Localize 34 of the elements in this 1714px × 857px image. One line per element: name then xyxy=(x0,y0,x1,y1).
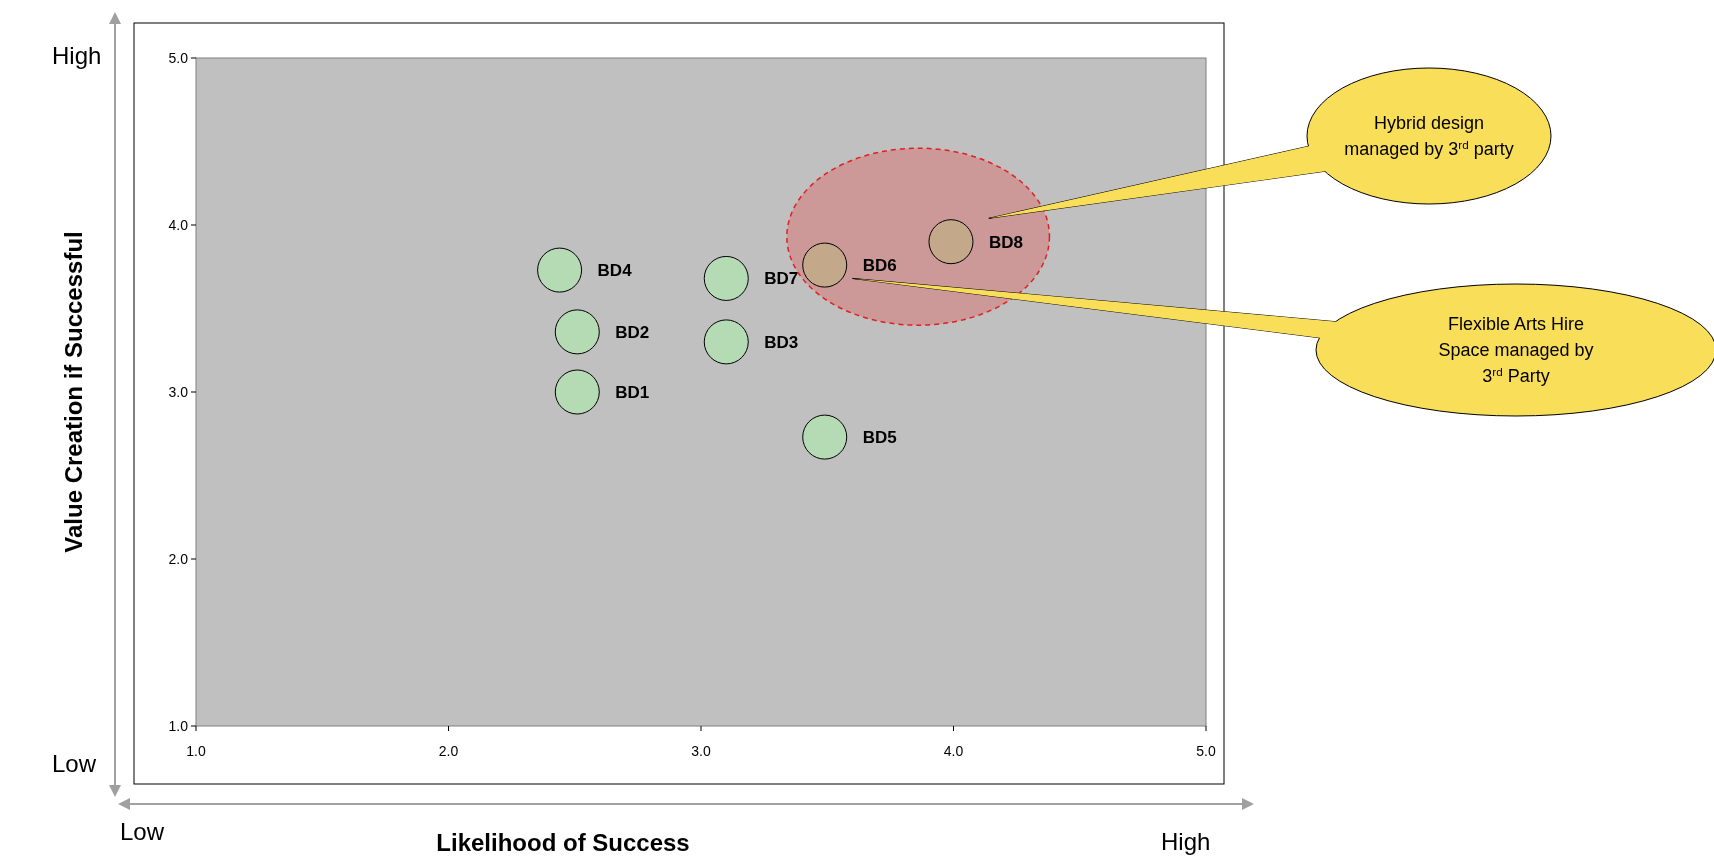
text: Low xyxy=(52,750,97,777)
x-tick-label: 5.0 xyxy=(1196,743,1216,759)
text: Low xyxy=(120,818,165,845)
point xyxy=(928,219,974,265)
y-tick-label: 2.0 xyxy=(168,551,189,567)
x-tick-label: 2.0 xyxy=(438,743,459,759)
series-label: BD5 xyxy=(862,428,897,448)
series-label: BD3 xyxy=(764,332,799,352)
x-tick-label: 1.0 xyxy=(186,743,206,759)
point xyxy=(703,319,749,365)
x-tick-label: 3.0 xyxy=(691,743,711,759)
series-label: BD7 xyxy=(764,269,799,289)
x-axis-title: Likelihood of Success xyxy=(436,829,690,856)
y-tick-label: 5.0 xyxy=(168,50,189,66)
y-tick-label: 1.0 xyxy=(168,718,189,734)
y-tick-label: 4.0 xyxy=(168,217,189,233)
point xyxy=(554,369,600,415)
point xyxy=(554,309,600,355)
series-label: BD6 xyxy=(862,256,897,276)
series-label: BD1 xyxy=(615,383,650,402)
text: Hybrid design managed by 3$^{rd}$ party xyxy=(1344,113,1514,159)
point xyxy=(537,247,583,293)
text: Flexible Arts Hire Space managed by 3$^{rd}$ Party xyxy=(1438,314,1594,386)
y-tick-label: 3.0 xyxy=(168,384,189,400)
text: High xyxy=(1161,828,1211,855)
x-tick-label: 4.0 xyxy=(943,743,964,759)
text: High xyxy=(52,42,102,69)
point xyxy=(802,414,848,460)
series-label: BD4 xyxy=(597,261,633,281)
point xyxy=(703,255,749,301)
series-label: BD2 xyxy=(615,322,650,342)
point xyxy=(802,242,848,288)
y-axis-title: Value Creation if Successful xyxy=(60,231,87,553)
series-label: BD8 xyxy=(988,232,1023,252)
